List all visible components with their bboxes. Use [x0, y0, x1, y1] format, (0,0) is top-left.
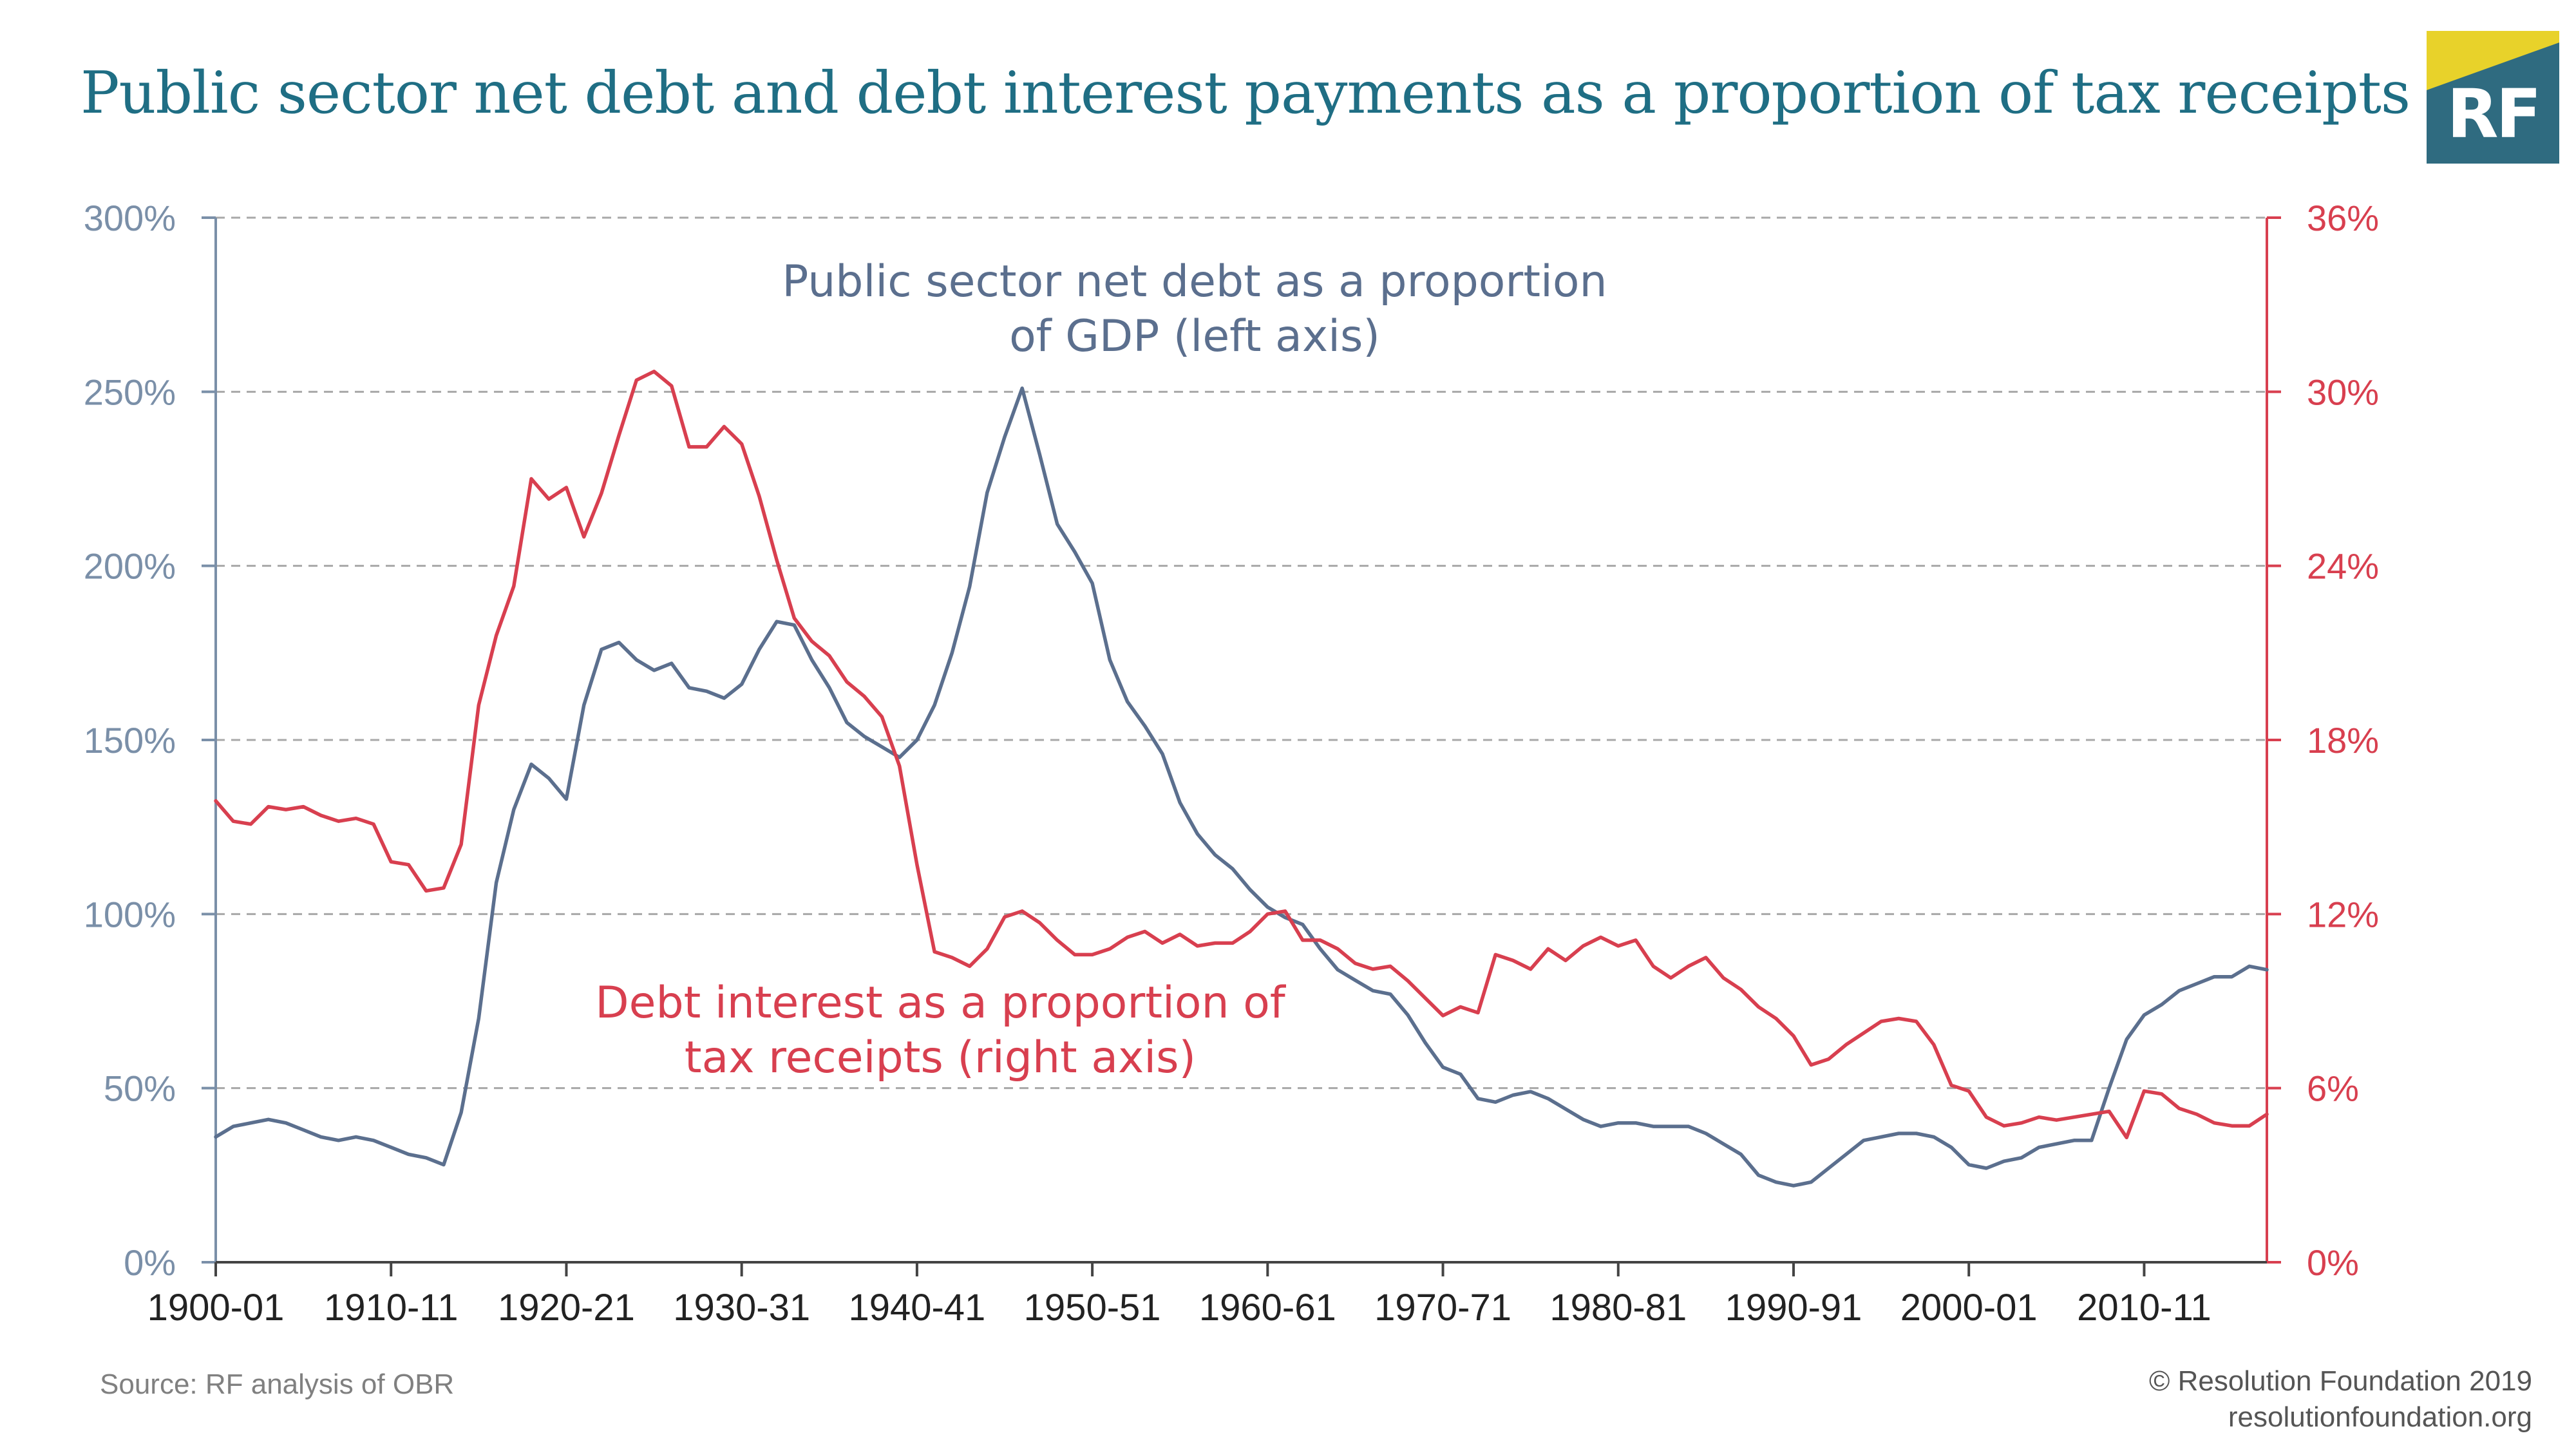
rf-logo-graphic: [2427, 31, 2559, 164]
interest-series-annotation: Debt interest as a proportion of: [595, 978, 1287, 1028]
debt-series-annotation: Public sector net debt as a proportion: [782, 256, 1607, 307]
x-tick-label: 1910-11: [324, 1287, 459, 1329]
x-tick-label: 1940-41: [848, 1287, 985, 1329]
source-note: Source: RF analysis of OBR: [100, 1368, 455, 1400]
logo-corner: [2427, 31, 2559, 90]
right-tick-label: 0%: [2307, 1242, 2359, 1283]
x-tick-label: 2000-01: [1900, 1287, 2038, 1329]
logo-text: RF: [2447, 75, 2541, 153]
chart-title: Public sector net debt and debt interest…: [80, 59, 2410, 127]
right-tick-label: 30%: [2307, 372, 2379, 412]
rf-logo: RF: [2427, 31, 2559, 164]
x-tick-label: 1960-61: [1199, 1287, 1336, 1329]
copyright-line: © Resolution Foundation 2019: [2148, 1365, 2532, 1397]
x-tick-label: 1970-71: [1374, 1287, 1511, 1329]
right-tick-label: 36%: [2307, 198, 2379, 238]
right-tick-label: 12%: [2307, 894, 2379, 934]
left-tick-label: 150%: [84, 720, 176, 761]
tick-labels: 0% 50% 100% 150% 200% 250% 300% 0% 6% 12% 18% 24% 30…: [84, 198, 2379, 1329]
x-tick-label: 2010-11: [2077, 1287, 2211, 1329]
left-tick-label: 50%: [104, 1068, 176, 1109]
annotations: Public sector net debt as a proportionof…: [595, 256, 1607, 1083]
left-tick-label: 0%: [124, 1242, 176, 1283]
x-tick-label: 1920-21: [498, 1287, 635, 1329]
copyright-block: © Resolution Foundation 2019 resolutionf…: [2149, 1363, 2532, 1435]
debt-series-line: [214, 386, 2269, 1188]
website-line: resolutionfoundation.org: [2228, 1401, 2532, 1433]
axes: [202, 216, 2281, 1276]
x-tick-label: 1930-31: [673, 1287, 810, 1329]
left-tick-label: 100%: [84, 894, 176, 934]
series-lines: [214, 370, 2269, 1188]
gridlines: [216, 216, 2267, 1090]
x-tick-label: 1950-51: [1024, 1287, 1161, 1329]
left-tick-label: 200%: [84, 546, 176, 587]
interest-series-annotation: tax receipts (right axis): [685, 1032, 1196, 1083]
interest-series-line: [214, 370, 2269, 1140]
left-tick-label: 250%: [84, 372, 176, 412]
right-tick-label: 6%: [2307, 1068, 2359, 1109]
x-tick-label: 1900-01: [147, 1287, 285, 1329]
left-tick-label: 300%: [84, 198, 176, 238]
right-tick-label: 24%: [2307, 546, 2379, 587]
chart-area: 0% 50% 100% 150% 200% 250% 300% 0% 6% 12% 18% 24% 30…: [84, 198, 2379, 1329]
x-tick-label: 1990-91: [1725, 1287, 1862, 1329]
x-tick-label: 1980-81: [1549, 1287, 1687, 1329]
debt-series-annotation: of GDP (left axis): [1009, 311, 1380, 362]
right-tick-label: 18%: [2307, 720, 2379, 761]
